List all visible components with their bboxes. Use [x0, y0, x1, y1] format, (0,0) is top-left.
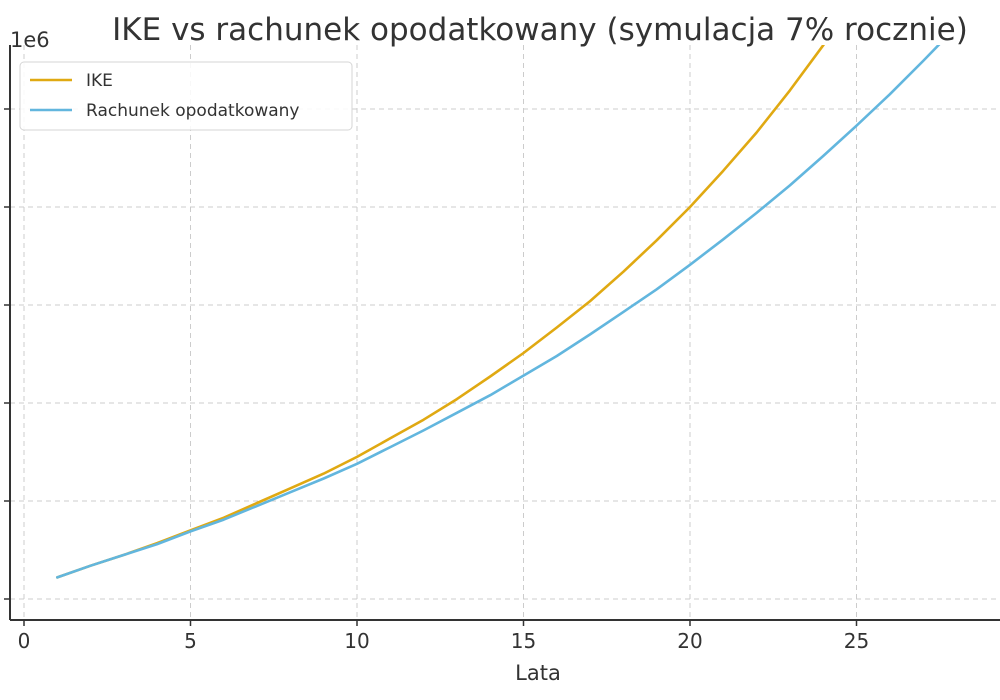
x-tick-label: 5 — [184, 629, 197, 653]
chart-title: IKE vs rachunek opodatkowany (symulacja … — [112, 12, 968, 48]
x-tick-label: 25 — [844, 629, 869, 653]
legend-box — [19, 61, 353, 131]
legend-label: Rachunek opodatkowany — [86, 101, 300, 121]
legend: IKE Rachunek opodatkowany — [19, 61, 353, 131]
series-line-rachunek — [55, 45, 941, 579]
x-tick-label: 20 — [677, 629, 702, 653]
y-axis-offset-label: 1e6 — [10, 28, 50, 52]
y-ticks — [4, 108, 10, 600]
x-tick-label: 10 — [344, 629, 369, 653]
x-axis-label: Lata — [515, 661, 561, 685]
legend-label: IKE — [86, 71, 113, 91]
series-line-ike — [55, 45, 826, 579]
x-tick-label: 15 — [511, 629, 536, 653]
x-tick-label: 0 — [18, 629, 31, 653]
axes — [9, 45, 1000, 621]
series-layer — [55, 45, 941, 579]
x-ticks: 0 5 10 15 20 25 — [18, 620, 869, 653]
